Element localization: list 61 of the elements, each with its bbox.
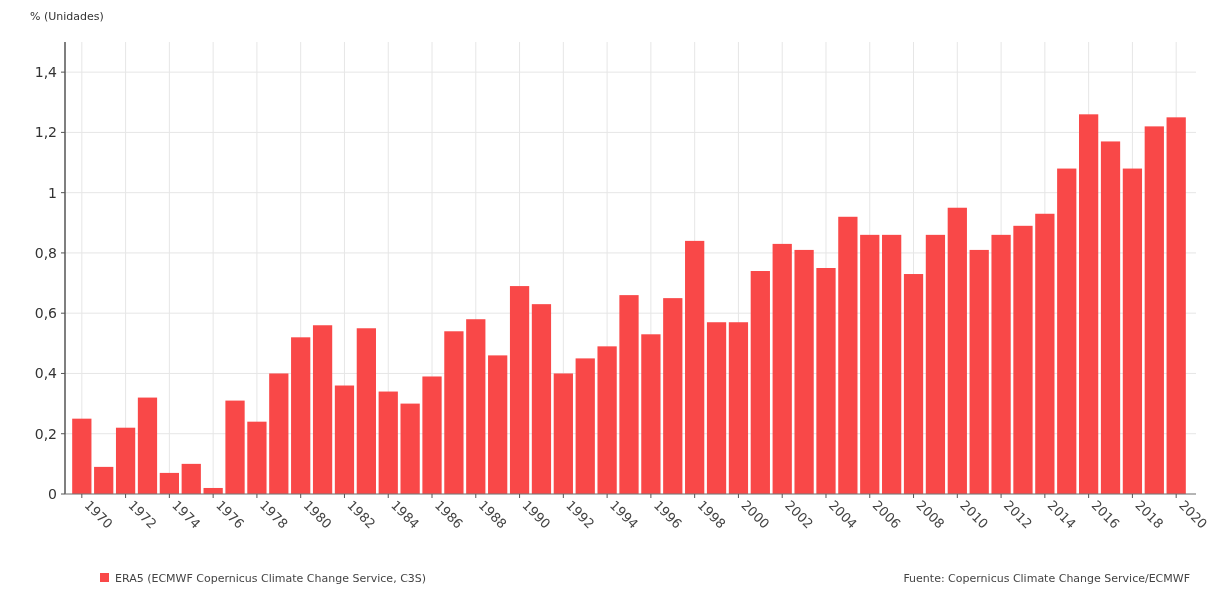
bar [1100,141,1121,494]
bar [969,249,989,494]
bar [882,234,902,494]
y-axis-title: % (Unidades) [30,10,104,23]
bar [772,243,792,494]
bar [575,358,595,494]
bar [553,373,573,494]
bar [860,234,880,494]
bar [400,403,420,494]
bar [816,268,836,494]
source-note: Fuente: Copernicus Climate Change Service/ECMWF [903,572,1190,585]
bar [356,328,376,494]
bar [903,274,924,494]
bar [1079,114,1099,494]
bar [1144,126,1164,494]
bar [728,322,749,494]
bar [641,334,661,494]
bar [312,325,333,494]
bar [378,391,398,494]
bar [181,463,201,494]
bar [619,295,639,494]
y-tick-label: 1,4 [34,64,58,81]
bar [925,234,946,494]
bar [685,240,705,494]
bar [269,373,289,494]
y-tick-label: 1 [48,184,57,201]
bar [706,322,727,494]
bar [1013,225,1033,494]
bar [247,421,267,494]
bar [1166,117,1186,494]
bar [137,397,158,494]
bar [991,234,1011,494]
bar [94,466,114,494]
bar [663,298,683,494]
bar [72,418,92,494]
bar [444,331,464,494]
bar [597,346,617,494]
bar [509,286,530,494]
bar [488,355,508,494]
y-tick-label: 1,2 [34,124,57,141]
bar [225,400,245,494]
y-tick-label: 0,6 [34,305,58,322]
y-tick-label: 0 [48,485,57,502]
bar [947,207,967,494]
bar [531,304,552,494]
bar [794,249,814,494]
bar [291,337,311,494]
bar [838,216,858,494]
bar [750,271,770,494]
bar [1057,168,1077,494]
bar [334,385,355,494]
bar [422,376,442,494]
bar [466,319,486,494]
legend-label: ERA5 (ECMWF Copernicus Climate Change Service, C3S) [115,572,427,585]
bar [115,427,136,494]
y-tick-label: 0,2 [34,425,57,442]
y-tick-label: 0,8 [34,244,57,261]
bar [1035,213,1055,494]
y-tick-label: 0,4 [34,365,58,382]
bar [159,472,179,494]
bar [1122,168,1143,494]
